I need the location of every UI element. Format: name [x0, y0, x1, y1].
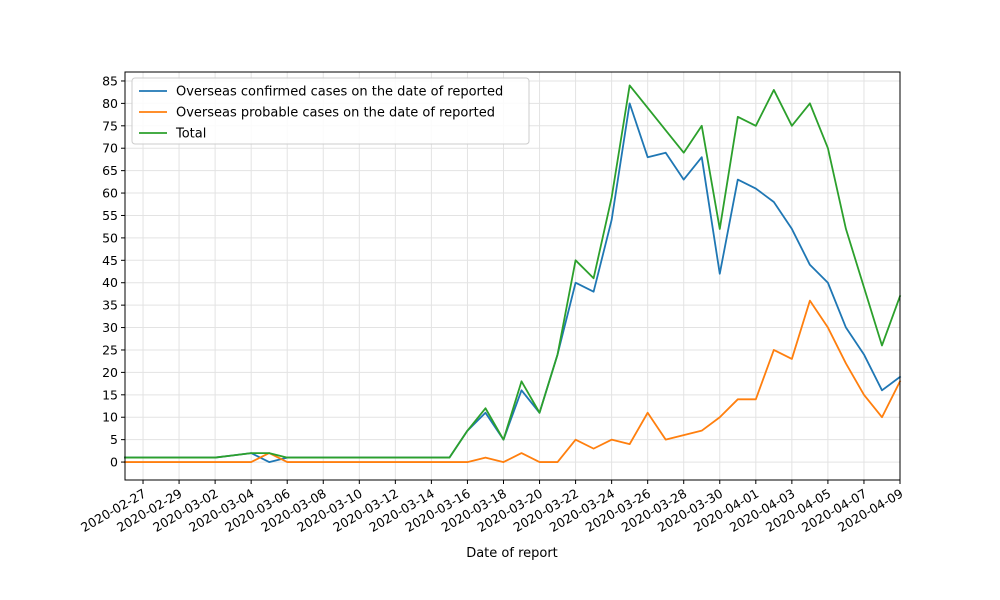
y-tick-label: 20	[102, 365, 118, 380]
y-tick-label: 50	[102, 230, 118, 245]
series-line-1	[124, 102, 902, 463]
series-lines	[124, 84, 902, 463]
legend-box	[131, 77, 530, 145]
legend-label-2: Overseas probable cases on the date of r…	[176, 106, 495, 121]
series-line-2	[124, 299, 902, 463]
legend: Overseas confirmed cases on the date of …	[131, 77, 530, 145]
plot-frame	[124, 71, 901, 481]
y-tick-label: 60	[102, 186, 118, 201]
grid	[125, 72, 901, 480]
y-tick-label: 10	[102, 410, 118, 425]
y-tick-label: 30	[102, 320, 118, 335]
y-tick-label: 70	[102, 141, 118, 156]
y-tick-label: 25	[102, 342, 118, 357]
legend-label-3: Total	[175, 127, 206, 142]
y-tick-label: 75	[102, 118, 118, 133]
y-tick-label: 80	[102, 96, 118, 111]
y-tick-label: 35	[102, 298, 118, 313]
y-tick-label: 65	[102, 163, 118, 178]
legend-label-1: Overseas confirmed cases on the date of …	[176, 85, 503, 100]
y-tick-label: 85	[102, 73, 118, 88]
y-tick-label: 15	[102, 387, 118, 402]
y-tick-label: 55	[102, 208, 118, 223]
y-tick-label: 5	[110, 432, 118, 447]
y-axis: 0 5 10 15 20 25 30 35 40 45 50 55 60 65 70 75 80 85	[102, 73, 125, 470]
y-tick-label: 40	[102, 275, 118, 290]
series-line-3	[124, 84, 902, 459]
x-axis-title: Date of report	[466, 546, 558, 561]
y-tick-label: 45	[102, 253, 118, 268]
y-tick-label: 0	[110, 455, 118, 470]
